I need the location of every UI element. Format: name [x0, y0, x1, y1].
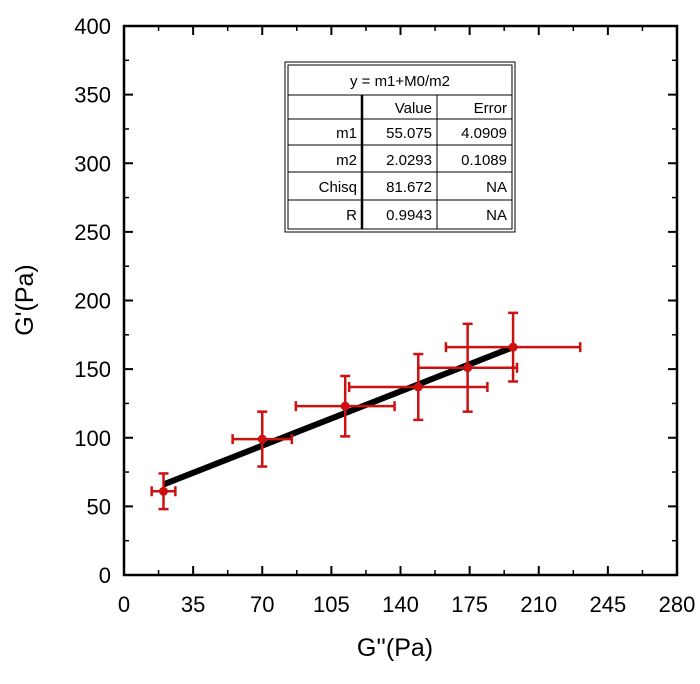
fit-table-header: Error [474, 100, 507, 117]
x-tick-label: 140 [382, 592, 419, 617]
fit-table-cell: 81.672 [386, 179, 432, 196]
fit-table-cell: m1 [336, 125, 357, 142]
point-marker [413, 382, 423, 392]
fit-table-inner-border [287, 64, 513, 230]
y-tick-label: 150 [74, 357, 111, 382]
data-point [294, 374, 396, 438]
fit-table-cell: Chisq [319, 179, 357, 196]
y-tick-labels: 0 50 100 150 200 250 300 350 400 [74, 14, 111, 588]
fit-table-header: Value [395, 100, 432, 117]
x-tick-label: 245 [590, 592, 627, 617]
fit-table-title: y = m1+M0/m2 [350, 73, 450, 90]
x-tick-label: 35 [181, 592, 205, 617]
data-point [417, 322, 519, 413]
fit-table-cell: 0.9943 [386, 207, 432, 224]
x-tick-label: 175 [451, 592, 488, 617]
data-point [444, 311, 582, 383]
data-points [150, 311, 582, 511]
y-tick-label: 300 [74, 151, 111, 176]
y-tick-label: 50 [87, 494, 111, 519]
x-tick-label: 280 [659, 592, 696, 617]
point-marker [340, 401, 350, 411]
x-axis-label: G''(Pa) [357, 634, 433, 662]
fit-table-cell: 0.1089 [461, 152, 507, 169]
y-tick-label: 400 [74, 14, 111, 39]
fit-line [162, 344, 515, 488]
y-tick-label: 200 [74, 289, 111, 314]
y-tick-label: 100 [74, 426, 111, 451]
data-point [150, 472, 177, 511]
fit-table-cell: 55.075 [386, 125, 432, 142]
x-tick-label: 70 [250, 592, 274, 617]
point-marker [508, 342, 518, 352]
x-tick-label: 210 [520, 592, 557, 617]
axis-ticks [123, 25, 678, 576]
fit-table-cell: NA [486, 207, 507, 224]
x-tick-label: 0 [118, 592, 130, 617]
fit-table-cell: 2.0293 [386, 152, 432, 169]
x-tick-label: 105 [313, 592, 350, 617]
y-axis-label: G'(Pa) [11, 264, 39, 335]
fit-table-cell: R [346, 207, 357, 224]
point-marker [159, 486, 168, 496]
fit-table-cell: m2 [336, 152, 357, 169]
point-marker [463, 363, 473, 373]
y-tick-label: 0 [99, 563, 111, 588]
fit-table-cell: NA [486, 179, 507, 196]
y-tick-label: 350 [74, 83, 111, 108]
fit-table-border [284, 61, 516, 233]
x-tick-labels: 0 35 70 105 140 175 210 245 280 [118, 592, 695, 617]
point-marker [257, 434, 267, 444]
data-point [231, 410, 294, 468]
y-tick-label: 250 [74, 220, 111, 245]
fit-table-cell: 4.0909 [461, 125, 507, 142]
fit-table: y = m1+M0/m2 Value Error m1 55.075 4.090… [284, 61, 516, 233]
